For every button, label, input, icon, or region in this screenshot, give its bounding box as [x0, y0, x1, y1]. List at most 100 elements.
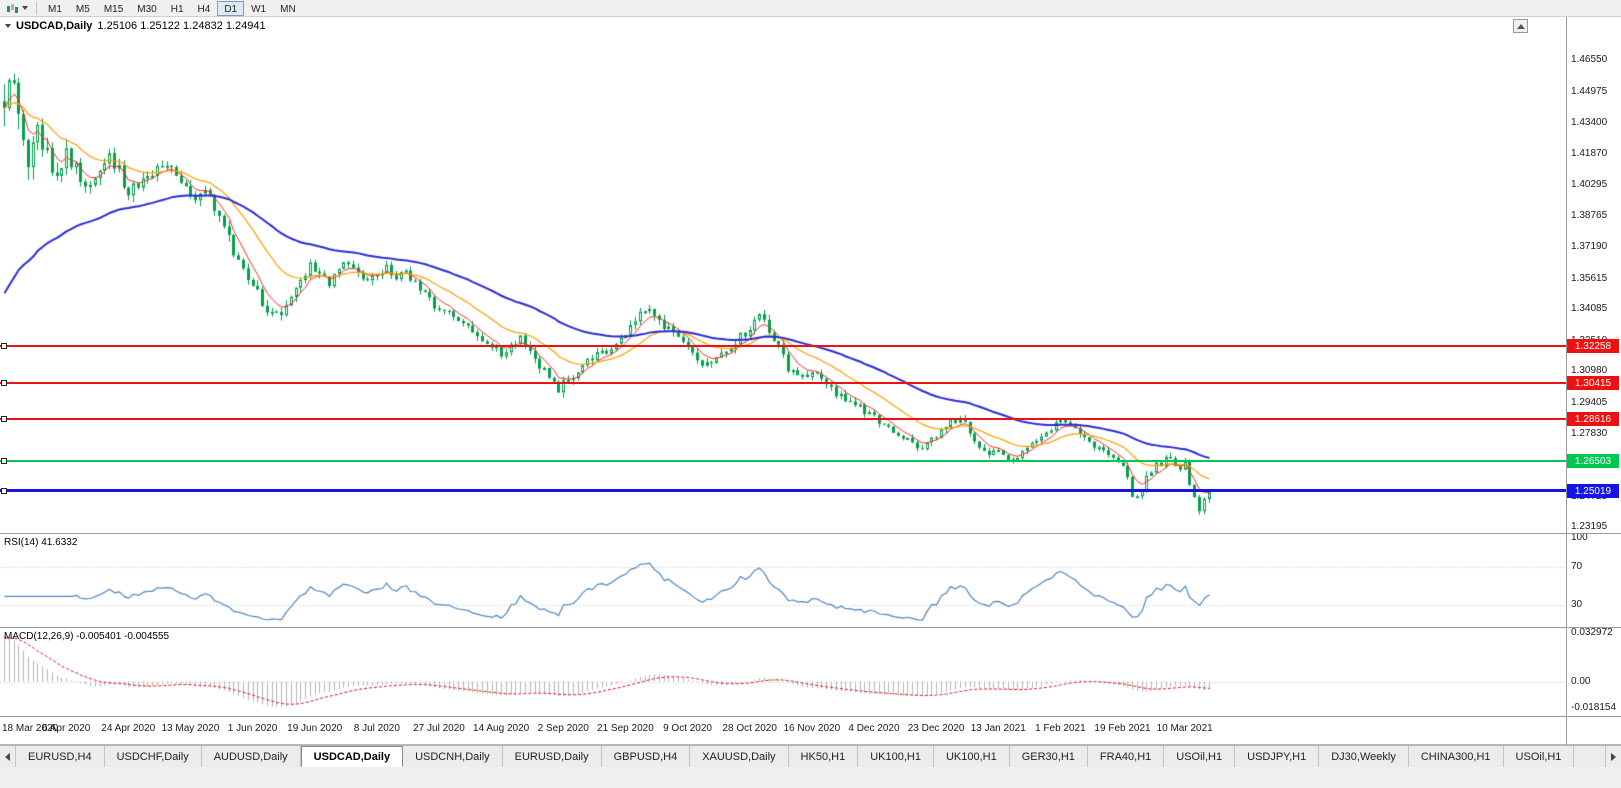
chart-tab-DJ30,Weekly[interactable]: DJ30,Weekly — [1319, 746, 1409, 767]
timeframe-button-H4[interactable]: H4 — [197, 3, 211, 15]
timeframe-button-M30[interactable]: M30 — [137, 3, 157, 15]
price-label-box: 1.30415 — [1567, 376, 1619, 390]
macd-label: MACD(12,26,9) -0.005401 -0.004555 — [4, 631, 170, 642]
up-arrow-icon — [1516, 23, 1525, 29]
right-arrow-icon — [1611, 752, 1616, 761]
price-axis-border — [1566, 17, 1567, 745]
timeframe-toolbar: M1 M5 M15 M30 H1 H4 D1 W1 MN — [0, 0, 1621, 17]
timeframe-button-M1[interactable]: M1 — [48, 3, 62, 15]
tabs-scroll-left-button[interactable] — [0, 746, 16, 767]
price-label-box: 1.32258 — [1567, 339, 1619, 353]
chart-tab-USOil,H1[interactable]: USOil,H1 — [1164, 746, 1236, 767]
macd-axis-label: -0.018154 — [1571, 702, 1617, 714]
chart-tab-HK50,H1[interactable]: HK50,H1 — [789, 746, 859, 767]
y-axis-label: 1.41870 — [1571, 147, 1608, 159]
x-axis-label: 16 Nov 2020 — [783, 723, 841, 734]
horizontal-line-1.28616[interactable] — [0, 418, 1566, 420]
timeframe-button-MN[interactable]: MN — [280, 3, 296, 15]
x-axis-label: 10 Mar 2021 — [1156, 723, 1213, 734]
chart-tab-USDJPY,H1[interactable]: USDJPY,H1 — [1235, 746, 1320, 767]
x-axis-label: 4 Dec 2020 — [848, 723, 900, 734]
ohlc-values: 1.25106 1.25122 1.24832 1.24941 — [97, 20, 266, 32]
x-axis-label: 19 Jun 2020 — [287, 723, 343, 734]
status-strip — [0, 767, 1621, 788]
y-axis-label: 1.30980 — [1571, 365, 1608, 377]
x-axis-label: 9 Oct 2020 — [663, 723, 712, 734]
horizontal-line-1.25019[interactable] — [0, 489, 1566, 492]
chart-tab-GER30,H1[interactable]: GER30,H1 — [1010, 746, 1088, 767]
chart-tab-XAUUSD,Daily[interactable]: XAUUSD,Daily — [690, 746, 789, 767]
y-axis-label: 1.46550 — [1571, 54, 1608, 65]
chart-tab-EURUSD,Daily[interactable]: EURUSD,Daily — [503, 746, 602, 767]
rsi-axis-label: 70 — [1571, 560, 1583, 572]
x-axis-label: 13 May 2020 — [161, 723, 220, 734]
horizontal-line-1.32258[interactable] — [0, 345, 1566, 347]
panel-separator[interactable] — [0, 533, 1621, 534]
y-axis-label: 1.23195 — [1571, 521, 1608, 533]
quick-menu-icon[interactable] — [5, 24, 11, 28]
chart-type-button[interactable] — [2, 1, 32, 16]
chart-region: USDCAD,Daily 1.25106 1.25122 1.24832 1.2… — [0, 17, 1621, 745]
chart-tab-USDCAD,Daily[interactable]: USDCAD,Daily — [300, 746, 404, 767]
macd-axis-label: 0.032972 — [1571, 626, 1613, 638]
x-axis-label: 27 Jul 2020 — [413, 723, 465, 734]
y-axis-label: 1.34085 — [1571, 303, 1608, 315]
timeframe-buttons: M1 M5 M15 M30 H1 H4 D1 W1 MN — [41, 0, 303, 17]
y-axis-label: 1.40295 — [1571, 179, 1608, 191]
rsi-label: RSI(14) 41.6332 — [4, 537, 78, 548]
horizontal-line-1.26503[interactable] — [0, 460, 1566, 462]
chart-tab-UK100,H1[interactable]: UK100,H1 — [934, 746, 1010, 767]
chart-tab-USDCNH,Daily[interactable]: USDCNH,Daily — [403, 746, 503, 767]
y-axis-label: 1.29405 — [1571, 396, 1608, 408]
chart-tab-USDCHF,Daily[interactable]: USDCHF,Daily — [105, 746, 202, 767]
timeframe-button-M15[interactable]: M15 — [103, 3, 124, 15]
chart-tab-USOil,H1[interactable]: USOil,H1 — [1504, 746, 1575, 767]
line-handle[interactable] — [1, 458, 7, 464]
timeframe-button-H1[interactable]: H1 — [170, 3, 184, 15]
price-chart-canvas[interactable] — [0, 17, 1566, 533]
line-handle[interactable] — [1, 380, 7, 386]
x-axis-label: 24 Apr 2020 — [101, 723, 156, 734]
x-axis-label: 13 Jan 2021 — [970, 723, 1026, 734]
y-axis-label: 1.37190 — [1571, 241, 1608, 253]
x-axis-label: 21 Sep 2020 — [597, 723, 654, 734]
chart-tab-FRA40,H1[interactable]: FRA40,H1 — [1088, 746, 1165, 767]
x-axis-label: 6 Apr 2020 — [41, 723, 91, 734]
chart-tab-GBPUSD,H4[interactable]: GBPUSD,H4 — [602, 746, 691, 767]
chart-tab-AUDUSD,Daily[interactable]: AUDUSD,Daily — [202, 746, 301, 767]
chart-tab-UK100,H1[interactable]: UK100,H1 — [858, 746, 934, 767]
chart-title: USDCAD,Daily 1.25106 1.25122 1.24832 1.2… — [5, 20, 266, 32]
panel-separator[interactable] — [0, 627, 1621, 628]
macd-axis-label: 0.00 — [1571, 675, 1591, 687]
line-handle[interactable] — [1, 416, 7, 422]
tabs-scroll-right-button[interactable] — [1605, 746, 1621, 767]
line-handle[interactable] — [1, 343, 7, 349]
rsi-axis-label: 30 — [1571, 598, 1583, 610]
x-axis-label: 18 Mar 2020 — [2, 723, 59, 734]
scrollbar-up-button[interactable] — [1513, 19, 1528, 33]
panel-separator[interactable] — [0, 716, 1621, 717]
x-axis-label: 19 Feb 2021 — [1094, 723, 1151, 734]
line-handle[interactable] — [1, 488, 7, 494]
y-axis-label: 1.44975 — [1571, 85, 1608, 97]
rsi-indicator-canvas[interactable] — [0, 534, 1566, 627]
x-axis-label: 1 Feb 2021 — [1035, 723, 1086, 734]
chart-tab-CHINA300,H1[interactable]: CHINA300,H1 — [1409, 746, 1504, 767]
timeframe-button-D1[interactable]: D1 — [217, 0, 245, 16]
timeframe-button-M5[interactable]: M5 — [75, 3, 90, 15]
chart-tab-EURUSD,H4[interactable]: EURUSD,H4 — [16, 746, 105, 767]
chart-tab-bar: EURUSD,H4 USDCHF,Daily AUDUSD,Daily USDCAD,… — [0, 745, 1621, 767]
macd-indicator-canvas[interactable] — [0, 628, 1566, 716]
price-label-box: 1.28616 — [1567, 412, 1619, 426]
y-axis-label: 1.43400 — [1571, 117, 1608, 128]
x-axis-label: 8 Jul 2020 — [353, 723, 400, 734]
left-arrow-icon — [5, 752, 10, 761]
horizontal-line-1.30415[interactable] — [0, 382, 1566, 384]
x-axis-label: 2 Sep 2020 — [537, 723, 589, 734]
price-label-box: 1.26503 — [1567, 454, 1619, 468]
y-axis-label: 1.38765 — [1571, 209, 1608, 221]
timeframe-button-W1[interactable]: W1 — [251, 3, 267, 15]
x-axis-label: 14 Aug 2020 — [473, 723, 530, 734]
rsi-axis-label: 100 — [1571, 532, 1588, 543]
